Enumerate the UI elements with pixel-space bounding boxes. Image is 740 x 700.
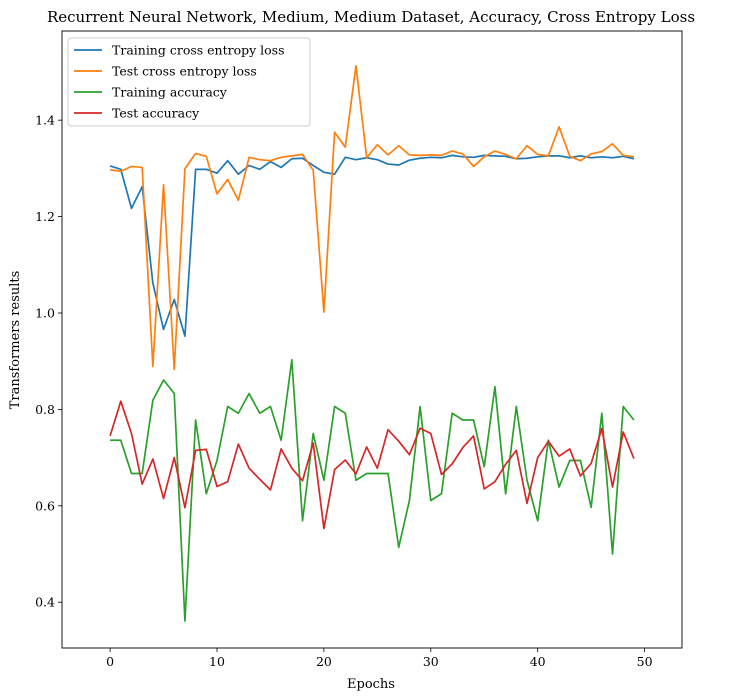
legend-label: Test accuracy [112, 106, 200, 121]
legend-box [67, 37, 311, 127]
series-line-3 [110, 358, 635, 622]
series-line-2 [109, 64, 635, 371]
x-tick-label: 20 [316, 654, 332, 669]
x-tick-label: 50 [637, 654, 653, 669]
y-tick-label: 1.0 [35, 305, 55, 320]
x-tick-label: 40 [530, 654, 546, 669]
y-tick-label: 0.4 [35, 595, 55, 610]
x-tick-label: 30 [423, 654, 439, 669]
legend: Training cross entropy loss Test cross en… [67, 37, 311, 127]
y-tick-label: 0.8 [35, 402, 55, 417]
series-line-1 [109, 154, 635, 337]
plot-area [61, 30, 683, 649]
chart-title: Recurrent Neural Network, Medium, Medium… [47, 8, 695, 26]
y-tick-label: 0.6 [35, 498, 55, 513]
x-tick-label: 10 [209, 654, 225, 669]
x-tick-label: 0 [106, 654, 114, 669]
y-tick-label: 1.4 [35, 113, 55, 128]
legend-label: Training cross entropy loss [112, 43, 285, 58]
y-axis: 0.4 0.6 0.8 1.0 1.2 1.4 [35, 113, 62, 610]
series-line-4 [109, 400, 635, 530]
legend-label: Training accuracy [112, 85, 228, 100]
x-axis: 0 10 20 30 40 50 [106, 648, 653, 669]
y-tick-label: 1.2 [35, 209, 55, 224]
x-axis-label: Epochs [347, 677, 395, 692]
legend-label: Test cross entropy loss [112, 64, 257, 79]
y-axis-label: Transformers results [8, 271, 23, 410]
plot-lines [109, 64, 635, 622]
